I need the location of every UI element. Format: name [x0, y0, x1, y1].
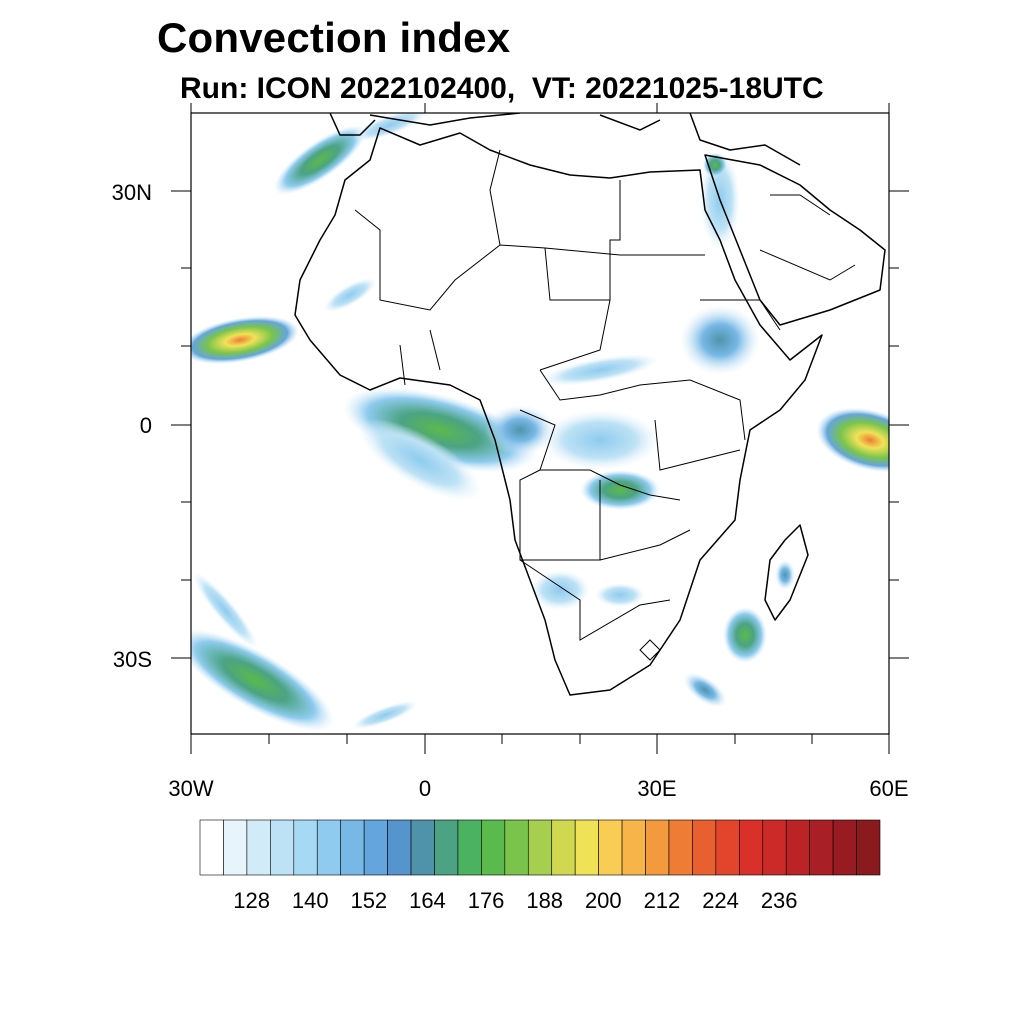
colorbar-tick-label: 212 [643, 888, 681, 913]
border [354, 180, 621, 311]
field-patch [323, 277, 377, 313]
field-patch [595, 583, 645, 607]
axis-ticks [171, 103, 909, 754]
coastlines [294, 113, 886, 696]
colorbar-swatch [762, 819, 787, 876]
colorbar-tick-label: 128 [233, 888, 270, 913]
border [759, 194, 856, 281]
border [519, 529, 691, 641]
lon-label-0: 0 [418, 776, 432, 801]
lat-label-30s: 30S [112, 647, 152, 672]
border [539, 369, 691, 401]
madagascar-coastline [764, 524, 809, 621]
chart-title: Convection index [157, 14, 511, 61]
convection-field [191, 113, 889, 732]
colorbar-swatch [692, 819, 717, 876]
border [489, 149, 501, 246]
field-patch [352, 113, 428, 142]
colorbar-swatch [739, 819, 764, 876]
europe-coastline [369, 113, 801, 166]
map-frame [190, 112, 890, 735]
africa-coastline [294, 127, 823, 696]
border [639, 639, 661, 661]
field-patch [351, 700, 419, 730]
colorbar-swatch [574, 819, 599, 876]
field-patch [580, 470, 660, 510]
arabia-coastline [704, 154, 886, 326]
lon-label-30w: 30W [168, 776, 214, 801]
colorbar-swatch [504, 819, 529, 876]
colorbar-tick-label: 236 [760, 888, 798, 913]
field-patch [816, 407, 889, 473]
country-borders [354, 149, 856, 661]
colorbar-tick-label: 152 [350, 888, 388, 913]
colorbar [199, 819, 881, 876]
field-patch [775, 560, 795, 590]
lat-label-30n: 30N [111, 180, 152, 205]
colorbar-tick-label: 224 [702, 888, 739, 913]
border [399, 329, 441, 386]
colorbar-swatch [856, 819, 881, 876]
colorbar-swatch [645, 819, 670, 876]
iberia-coastline [329, 113, 376, 136]
field-patch [540, 354, 660, 386]
border [700, 299, 781, 331]
colorbar-swatch [387, 819, 412, 876]
colorbar-swatch [246, 819, 271, 876]
field-patch [683, 672, 727, 708]
border [689, 379, 746, 441]
field-patch [342, 387, 538, 473]
colorbar-swatch [809, 819, 834, 876]
field-patch [703, 153, 727, 177]
colorbar-swatch [340, 819, 365, 876]
colorbar-swatch [785, 819, 810, 876]
colorbar-swatch [457, 819, 482, 876]
field-patch [191, 628, 335, 732]
colorbar-swatch [621, 819, 646, 876]
lat-label-0: 0 [139, 413, 152, 438]
border [519, 409, 681, 501]
colorbar-swatch [551, 819, 576, 876]
field-patch [273, 125, 367, 195]
colorbar-swatch [832, 819, 857, 876]
colorbar-swatch [410, 819, 435, 876]
colorbar-swatch [270, 819, 295, 876]
field-patch [358, 418, 482, 502]
colorbar-swatch [434, 819, 459, 876]
chart-subtitle: Run: ICON 2022102400, VT: 20221025-18UTC [180, 72, 824, 105]
lon-label-30e: 30E [637, 776, 677, 801]
colorbar-swatch [481, 819, 506, 876]
colorbar-tick-label: 188 [526, 888, 564, 913]
field-patch [680, 305, 760, 375]
field-patch [723, 607, 767, 663]
colorbar-swatch [223, 819, 248, 876]
field-patch [191, 571, 259, 649]
colorbar-swatch [715, 819, 740, 876]
colorbar-tick-label: 176 [467, 888, 505, 913]
colorbar-swatch [316, 819, 341, 876]
border [654, 419, 741, 471]
lon-label-60e: 60E [869, 776, 909, 801]
colorbar-swatch [527, 819, 553, 876]
colorbar-tick-label: 164 [409, 888, 446, 913]
colorbar-swatch [598, 819, 623, 876]
colorbar-swatch [363, 819, 388, 876]
colorbar-tick-label: 140 [291, 888, 329, 913]
colorbar-swatch [199, 819, 224, 876]
field-patch [540, 410, 660, 470]
field-patch [530, 570, 590, 610]
colorbar-swatch [668, 819, 693, 876]
field-patch [191, 315, 300, 365]
border [544, 247, 621, 256]
colorbar-swatch [293, 819, 318, 876]
colorbar-tick-label: 200 [584, 888, 622, 913]
border [539, 299, 611, 371]
